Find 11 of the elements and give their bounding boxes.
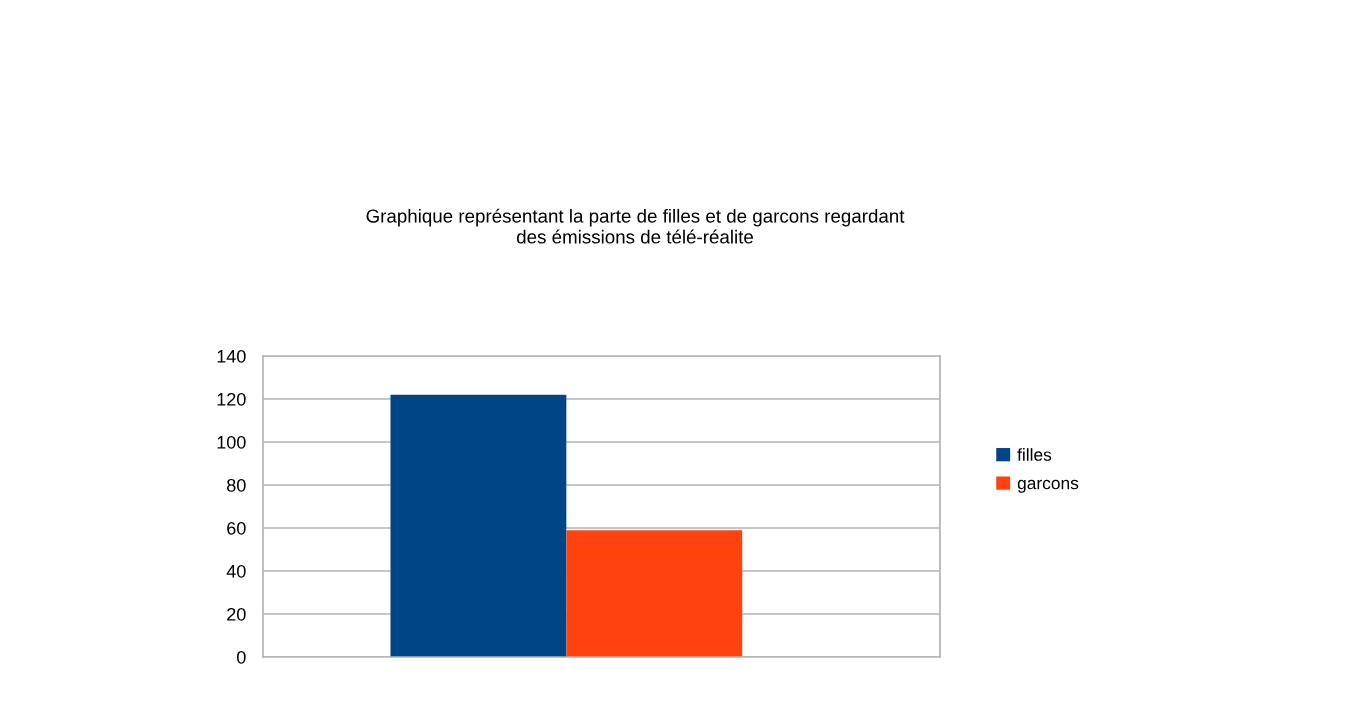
legend-label: filles [1017,448,1052,461]
y-tick-label: 40 [226,564,246,578]
y-tick-label: 120 [217,392,246,406]
y-tick-label: 0 [237,650,246,664]
y-tick-label: 20 [227,607,246,621]
legend-label: garcons [1017,479,1079,493]
y-tick-label: 60 [227,521,246,535]
y-tick-label: 140 [217,349,246,363]
y-tick-label: 100 [217,435,246,449]
chart-title: Graphique représentant la parte de filles et de garcons regardant des émissions de télé-réalite [366,208,905,244]
y-tick-label: 80 [227,478,246,492]
